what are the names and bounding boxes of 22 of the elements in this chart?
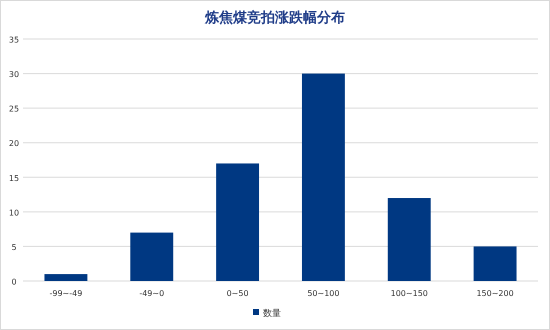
bar [44,274,88,281]
legend-label: 数量 [263,308,281,319]
y-tick-label: 10 [8,208,20,218]
bar [388,198,431,281]
x-tick-label: -49~0 [139,289,164,298]
x-tick-label: 150~200 [476,289,514,298]
y-tick-label: 30 [8,70,20,80]
x-tick-label: 100~150 [390,289,428,298]
bar [216,163,260,281]
x-tick-label: -99~-49 [49,289,82,298]
y-tick-label: 15 [8,174,20,183]
chart-title: 炼焦煤竞拍涨跌幅分布 [204,9,345,26]
y-tick-label: 5 [11,242,17,252]
y-tick-label: 35 [8,36,20,44]
y-tick-label: 25 [8,104,20,114]
x-tick-label: 0~50 [226,289,249,298]
bar [302,74,345,281]
x-tick-label: 50~100 [307,289,340,298]
y-tick-label: 0 [11,278,17,286]
bar [130,232,174,281]
bar [474,246,517,281]
y-tick-label: 20 [8,139,20,148]
